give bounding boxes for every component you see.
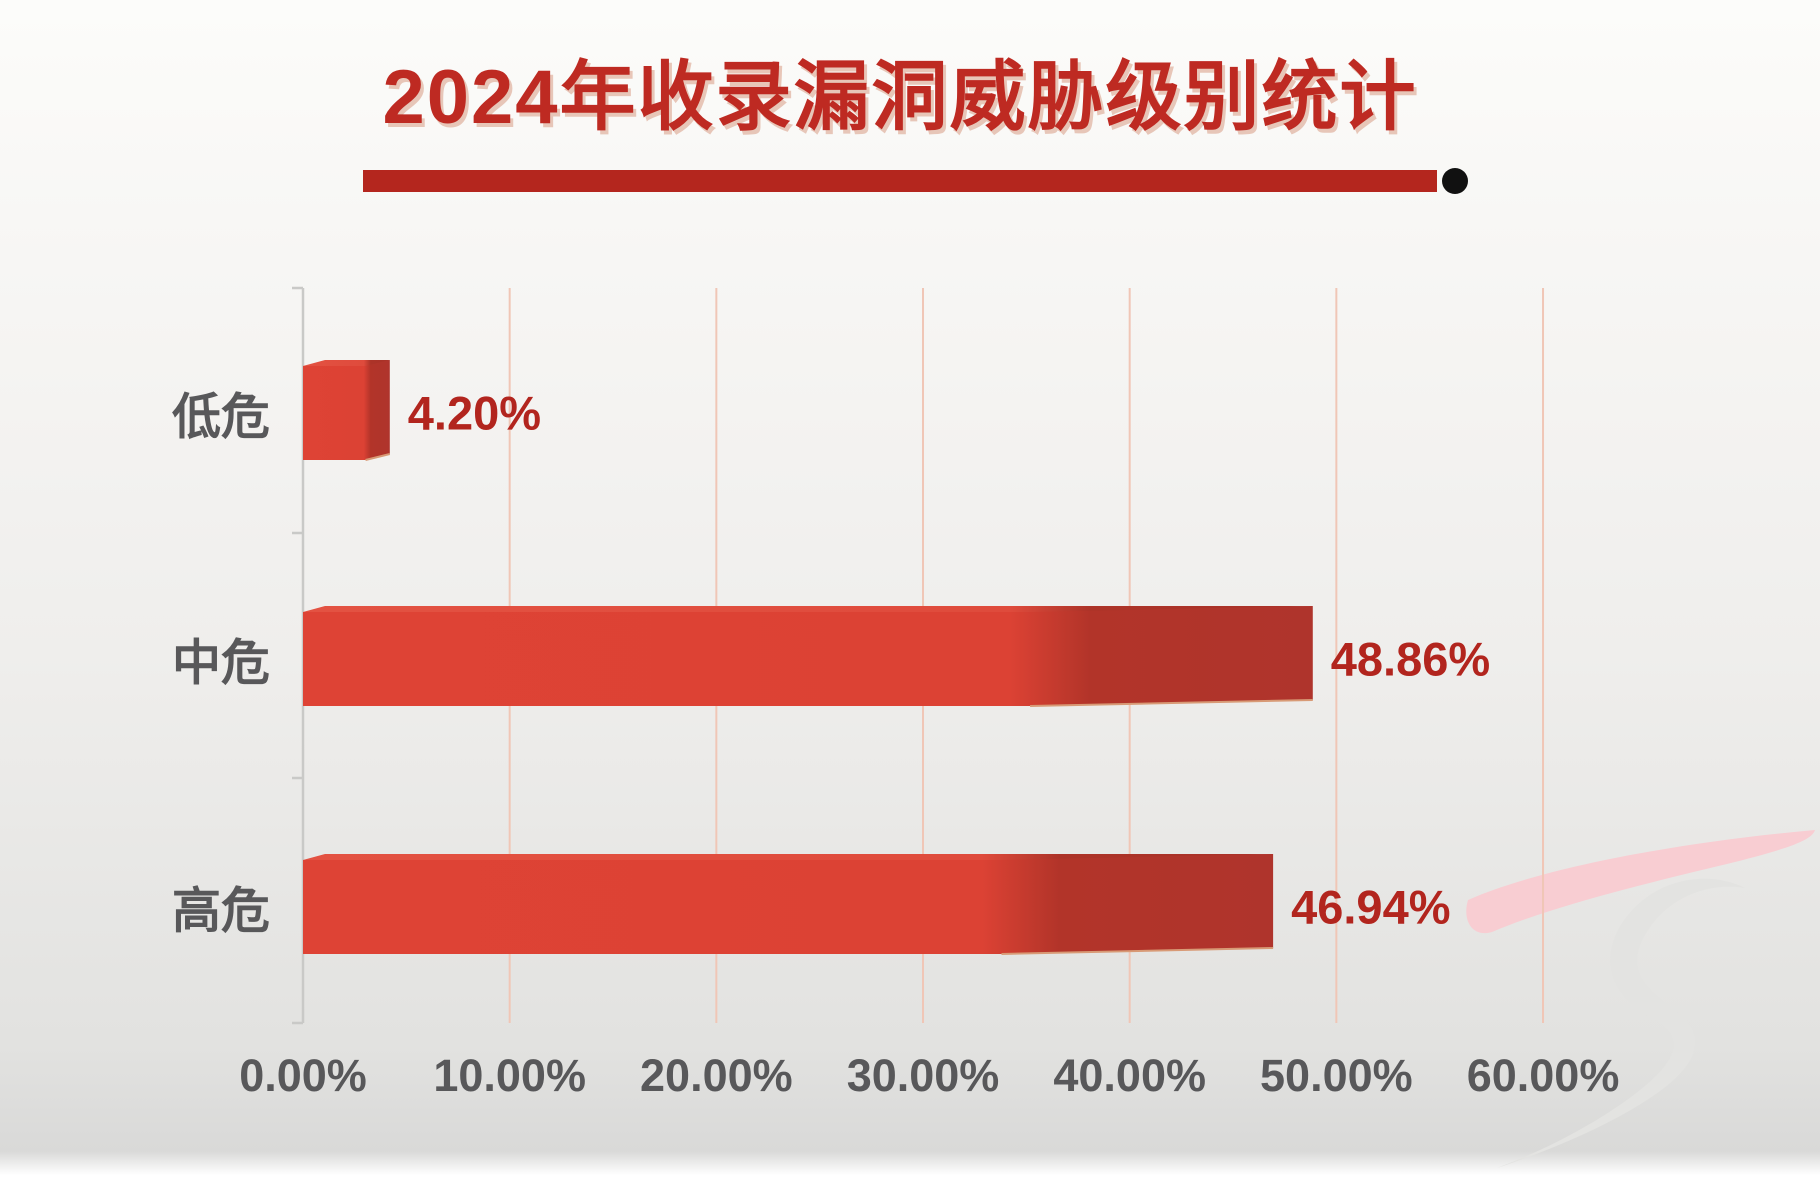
value-label-中危: 48.86% xyxy=(1330,632,1491,686)
bar-高危 xyxy=(303,854,1274,954)
x-tick-label: 50.00% xyxy=(1260,1050,1413,1101)
x-tick-label: 10.00% xyxy=(433,1050,586,1101)
bar-bottom-edge xyxy=(365,453,391,461)
bar-bottom-edge xyxy=(1030,699,1313,707)
x-tick-label: 40.00% xyxy=(1053,1050,1206,1101)
bars xyxy=(303,360,1313,955)
value-label-高危: 46.94% xyxy=(1291,880,1451,934)
bottom-edge-strip xyxy=(0,1180,1820,1187)
x-tick-label: 0.00% xyxy=(239,1050,367,1101)
x-tick-label: 30.00% xyxy=(846,1050,1000,1101)
watermark-pink-brush-icon xyxy=(1466,830,1815,934)
chart-title: 2024年收录漏洞威胁级别统计 xyxy=(382,55,1418,140)
title-end-dot-icon xyxy=(1442,168,1468,194)
bar-top-face xyxy=(303,854,1274,860)
x-tick-label: 60.00% xyxy=(1466,1050,1620,1101)
bar-bottom-edge xyxy=(1001,947,1274,955)
title-underline xyxy=(363,170,1437,192)
category-label-中危: 中危 xyxy=(171,636,270,691)
category-label-低危: 低危 xyxy=(171,390,270,445)
bar-低危 xyxy=(303,360,390,460)
y-axis-line xyxy=(292,286,305,1025)
watermark-s-brush-icon xyxy=(1497,878,1745,1168)
bar-top-face xyxy=(303,606,1313,612)
x-tick-label: 20.00% xyxy=(640,1050,793,1101)
category-label-高危: 高危 xyxy=(171,884,270,939)
bar-top-face xyxy=(303,360,390,366)
value-label-低危: 4.20% xyxy=(407,386,542,440)
bar-中危 xyxy=(303,606,1313,706)
